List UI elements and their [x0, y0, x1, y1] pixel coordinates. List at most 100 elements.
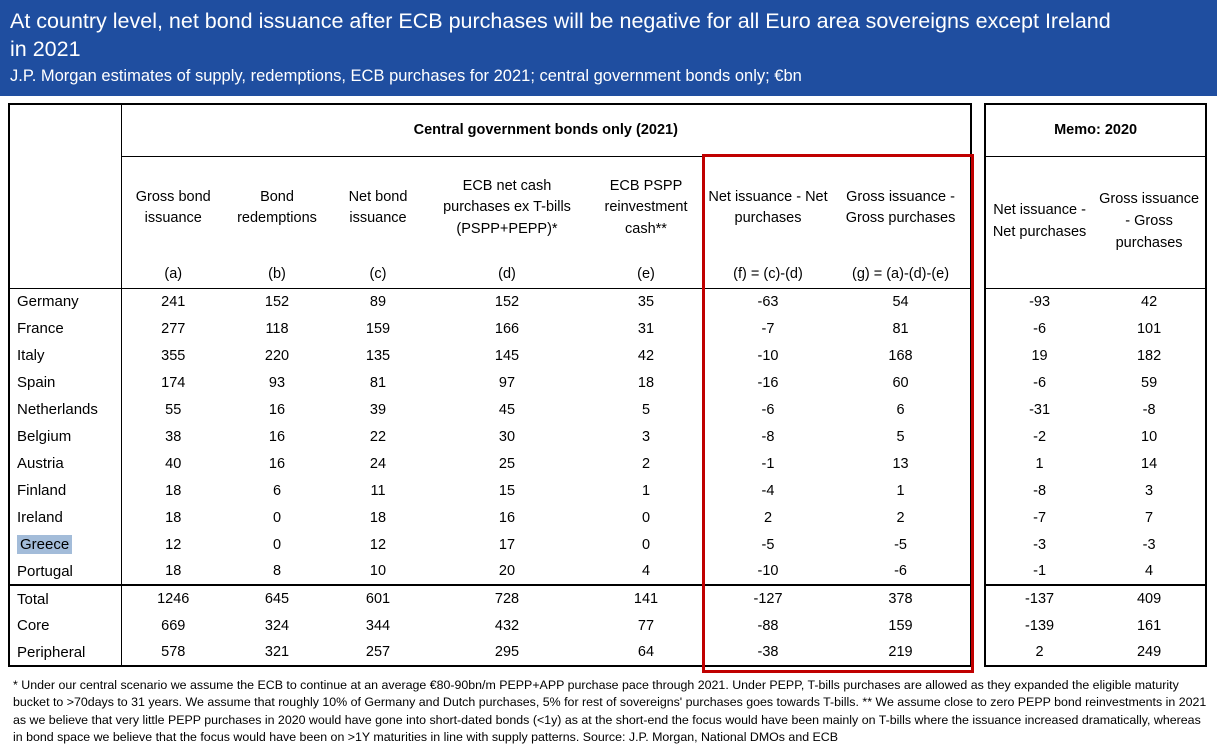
value-cell: -6 — [831, 558, 973, 586]
value-cell: 5 — [641, 401, 651, 418]
value-cell: 11 — [370, 482, 386, 499]
col-letter: (e) — [587, 260, 705, 289]
row-label: Total — [8, 584, 122, 613]
memo-value-cell: -3 — [1093, 531, 1208, 559]
value-cell: 0 — [641, 536, 651, 553]
memo-col-header: Net issuance - Net purchases — [984, 156, 1094, 289]
row-label: Germany — [8, 288, 122, 316]
value-cell: 89 — [369, 293, 387, 310]
value-cell: 728 — [427, 584, 587, 613]
memo-value-cell: -139 — [984, 612, 1094, 640]
memo-value-cell: 19 — [984, 342, 1094, 370]
value-cell: 6 — [831, 396, 973, 424]
value-cell: -5 — [761, 536, 775, 553]
row-label: Belgium — [8, 423, 122, 451]
value-cell: 25 — [498, 455, 516, 472]
value-cell: 220 — [264, 347, 290, 364]
row-label: Peripheral — [8, 639, 122, 668]
value-cell: 93 — [268, 374, 286, 391]
col-letter: (d) — [427, 260, 587, 289]
value-cell: 324 — [264, 617, 290, 634]
value-cell: 0 — [272, 536, 282, 553]
value-cell: 10 — [369, 563, 387, 580]
value-cell: 159 — [365, 320, 391, 337]
value-cell: 45 — [498, 401, 516, 418]
value-cell: 152 — [264, 293, 290, 310]
value-cell: 4 — [641, 563, 651, 580]
value-cell: 2 — [641, 455, 651, 472]
col-header-b: Bond redemptions — [237, 188, 317, 227]
memo-value-cell: 1 — [984, 450, 1094, 478]
memo-value-cell: -3 — [984, 531, 1094, 559]
value-cell: 219 — [831, 639, 973, 668]
spacer-cell — [971, 260, 985, 288]
value-cell: 344 — [365, 617, 391, 634]
corner-cell — [8, 103, 122, 157]
value-cell: 145 — [494, 347, 520, 364]
value-cell: 159 — [831, 612, 973, 640]
value-cell: 18 — [637, 374, 655, 391]
value-cell: 39 — [369, 401, 387, 418]
spacer-cell — [971, 288, 985, 315]
value-cell: 13 — [831, 450, 973, 478]
row-label: Austria — [8, 450, 122, 478]
value-cell: 1246 — [121, 584, 225, 613]
value-cell: 18 — [165, 563, 182, 580]
value-cell: 22 — [369, 428, 387, 445]
data-table: Central government bonds only (2021) Memo… — [8, 103, 1208, 668]
memo-value-cell: 101 — [1093, 315, 1208, 343]
memo-value-cell: 2 — [984, 639, 1094, 668]
memo-col-header: Gross issuance - Gross purchases — [1093, 156, 1208, 289]
col-header-e: ECB PSPP reinvestment cash** — [604, 177, 688, 238]
value-cell: 54 — [831, 288, 973, 316]
value-cell: 77 — [637, 617, 655, 634]
value-cell: 166 — [494, 320, 520, 337]
value-cell: 81 — [831, 315, 973, 343]
memo-value-cell: 161 — [1093, 612, 1208, 640]
value-cell: 42 — [637, 347, 655, 364]
value-cell: 2 — [831, 504, 973, 532]
page-title: At country level, net bond issuance afte… — [10, 9, 1111, 61]
memo-value-cell: 10 — [1093, 423, 1208, 451]
value-cell: 24 — [369, 455, 387, 472]
memo-value-cell: 42 — [1093, 288, 1208, 316]
value-cell: 12 — [165, 536, 182, 553]
value-cell: 31 — [637, 320, 655, 337]
col-letter: (b) — [225, 260, 329, 289]
value-cell: -38 — [705, 639, 831, 668]
memo-value-cell: 249 — [1093, 639, 1208, 668]
value-cell: -10 — [757, 563, 779, 580]
value-cell: 141 — [587, 584, 705, 613]
spacer-cell — [971, 558, 985, 585]
value-cell: 2 — [763, 509, 773, 526]
value-cell: 35 — [637, 293, 655, 310]
value-cell: 16 — [268, 428, 286, 445]
memo-value-cell: -6 — [984, 369, 1094, 397]
value-cell: 355 — [161, 347, 186, 364]
value-cell: 578 — [121, 639, 225, 668]
value-cell: 18 — [165, 482, 182, 499]
col-header-c: Net bond issuance — [348, 188, 408, 227]
value-cell: 432 — [494, 617, 520, 634]
value-cell: 38 — [165, 428, 182, 445]
value-cell: -127 — [705, 584, 831, 613]
row-label: France — [8, 315, 122, 343]
value-cell: 81 — [369, 374, 387, 391]
value-cell: 135 — [365, 347, 391, 364]
value-cell: 55 — [165, 401, 182, 418]
row-label: Italy — [8, 342, 122, 370]
value-cell: 6 — [272, 482, 282, 499]
spacer-cell — [971, 369, 985, 396]
value-cell: -10 — [757, 347, 779, 364]
value-cell: 16 — [498, 509, 516, 526]
value-cell: 669 — [161, 617, 186, 634]
row-label: Portugal — [8, 558, 122, 586]
value-cell: 60 — [831, 369, 973, 397]
value-cell: 168 — [831, 342, 973, 370]
value-cell: -16 — [757, 374, 779, 391]
value-cell: 152 — [494, 293, 520, 310]
spacer-cell — [971, 104, 985, 156]
spacer-cell — [971, 423, 985, 450]
value-cell: 12 — [369, 536, 387, 553]
value-cell: 645 — [225, 584, 329, 613]
